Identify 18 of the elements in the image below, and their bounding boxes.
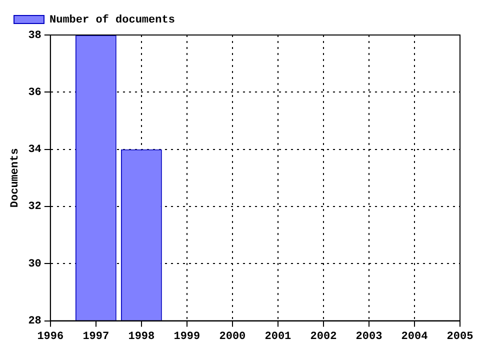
y-tick-label: 34 <box>28 144 42 156</box>
x-tick-label: 2005 <box>446 331 474 344</box>
y-tick-label: 30 <box>28 258 42 270</box>
x-tick-label: 2002 <box>310 331 337 344</box>
x-tick-label: 2003 <box>356 331 383 344</box>
y-tick-label: 36 <box>28 86 42 99</box>
y-tick-label: 32 <box>28 201 42 214</box>
x-tick-label: 2000 <box>219 331 246 344</box>
x-tick-label: 1996 <box>37 331 64 344</box>
legend-label: Number of documents <box>50 13 175 26</box>
x-tick-label: 2001 <box>264 331 292 344</box>
x-tick-label: 1998 <box>128 331 156 344</box>
x-tick-label: 1997 <box>82 331 110 344</box>
x-tick-label: 2004 <box>401 331 428 344</box>
y-tick-label: 38 <box>28 30 42 42</box>
y-axis-title: Documents <box>9 148 22 208</box>
x-tick-label: 1999 <box>174 331 200 344</box>
y-tick-label: 28 <box>28 316 42 328</box>
